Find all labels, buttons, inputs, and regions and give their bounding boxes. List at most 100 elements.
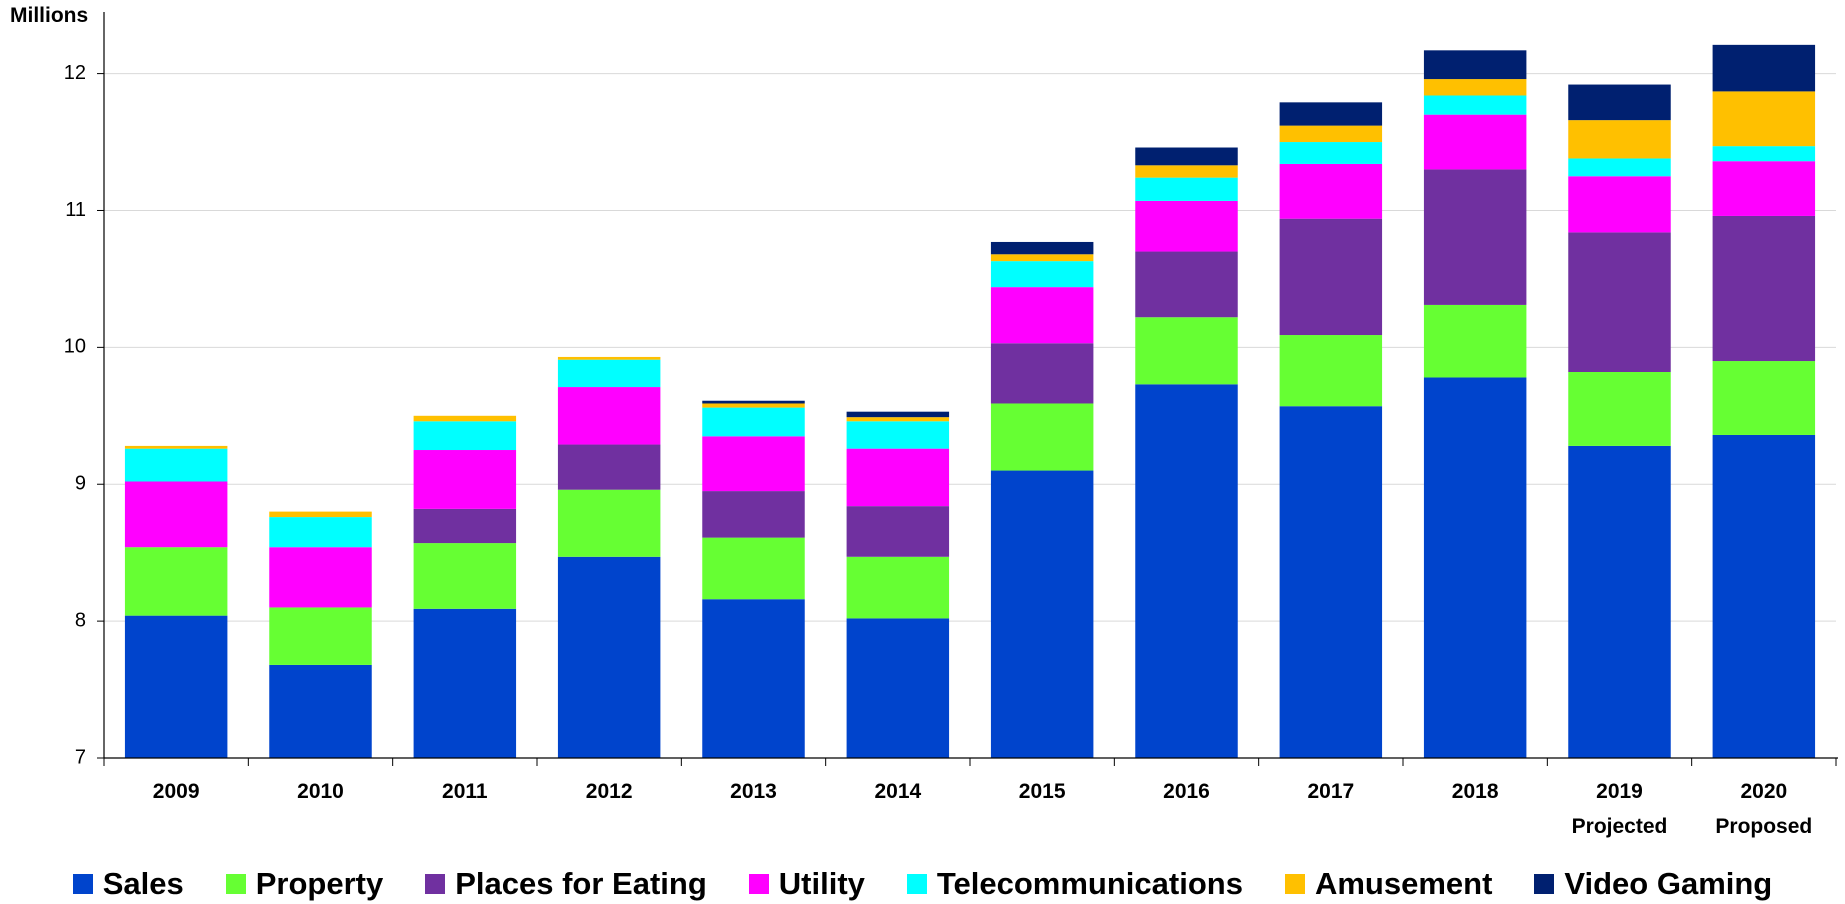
bar-segment — [1279, 406, 1383, 758]
bar-segment — [846, 618, 950, 758]
x-tick-label: 2010 — [297, 780, 344, 803]
bar-segment — [1135, 317, 1238, 385]
bar-segment — [269, 607, 372, 665]
bar-segment — [269, 517, 372, 548]
bar-segment — [1568, 158, 1671, 177]
bar-segment — [413, 543, 517, 609]
bar-segment — [1423, 377, 1527, 758]
x-tick-label: 2012 — [585, 780, 633, 803]
bar-segment — [1135, 200, 1238, 252]
legend-item: Utility — [748, 866, 865, 902]
legend-swatch — [906, 874, 927, 894]
bar-segment — [1568, 84, 1671, 121]
bar-segment — [124, 615, 228, 758]
y-tick-label: 10 — [64, 336, 86, 358]
bar-segment — [1135, 177, 1238, 201]
bar-segment — [702, 407, 805, 437]
bar-segment — [1712, 44, 1816, 92]
bar-segment — [1279, 218, 1383, 336]
bar-segment — [1279, 142, 1383, 164]
bar-segment — [1135, 384, 1238, 758]
x-tick-label: 2017 — [1307, 780, 1355, 803]
legend-label: Places for Eating — [455, 866, 707, 901]
bar-segment — [1279, 335, 1383, 407]
bar-segment — [1279, 102, 1383, 126]
bar-segment — [413, 608, 517, 758]
x-tick-label: 2015 — [1018, 780, 1066, 803]
bar-segment — [990, 261, 1094, 288]
bar-segment — [1568, 176, 1671, 233]
bar-segment — [702, 400, 805, 404]
bar-segment — [413, 508, 517, 544]
x-tick-label: 2009 — [152, 780, 200, 803]
bar-segment — [1423, 304, 1527, 378]
legend-label: Amusement — [1314, 866, 1493, 901]
bar-segment — [702, 403, 805, 408]
bar-segment — [557, 359, 661, 388]
y-tick-label: 9 — [75, 473, 86, 495]
bar-segment — [1712, 146, 1816, 162]
legend-label: Video Gaming — [1564, 866, 1773, 901]
bar-segment — [1423, 79, 1527, 96]
x-tick-label: 2016 — [1163, 780, 1210, 803]
bar-segment — [124, 445, 228, 449]
bar-segment — [702, 537, 805, 600]
legend-swatch — [72, 874, 93, 894]
y-axis-label: Millions — [10, 4, 89, 27]
x-tick-label: 2018 — [1451, 780, 1499, 803]
y-tick-label: 12 — [64, 62, 86, 84]
bar-segment — [846, 421, 950, 449]
bar-segment — [124, 481, 228, 548]
bar-segment — [702, 599, 805, 758]
bar-segment — [1279, 163, 1383, 219]
bar-segment — [269, 547, 372, 608]
x-tick-label: 2019 Projected — [1571, 780, 1668, 838]
bar-segment — [124, 448, 228, 482]
bar-segment — [1568, 120, 1671, 159]
legend-item: Amusement — [1284, 866, 1493, 902]
y-tick-label: 11 — [65, 199, 86, 221]
bar-segment — [990, 343, 1094, 404]
bar-segment — [1712, 361, 1816, 435]
legend-swatch — [748, 874, 769, 894]
legend-item: Video Gaming — [1534, 866, 1772, 902]
legend-swatch — [1284, 874, 1305, 894]
bar-segment — [413, 421, 517, 451]
bar-segment — [1568, 445, 1671, 758]
bar-segment — [846, 417, 950, 422]
bar-segment — [413, 415, 517, 422]
bar-segment — [269, 511, 372, 518]
legend-swatch — [425, 874, 446, 894]
bar-segment — [1423, 114, 1527, 170]
bar-segment — [1568, 232, 1671, 372]
bar-segment — [1712, 215, 1816, 362]
y-tick-label: 7 — [75, 746, 86, 768]
legend-label: Sales — [102, 866, 184, 901]
legend-label: Property — [255, 866, 384, 901]
legend-swatch — [225, 874, 246, 894]
bar-segment — [557, 489, 661, 557]
bar-segment — [413, 450, 517, 509]
bar-segment — [1712, 434, 1816, 758]
x-tick-label: 2013 — [730, 780, 777, 803]
legend-item: Property — [225, 866, 384, 902]
bar-segment — [1279, 125, 1383, 143]
y-tick-label: 8 — [75, 609, 86, 631]
x-tick-label: 2011 — [442, 780, 488, 803]
legend-item: Telecommunications — [906, 866, 1243, 902]
bar-segment — [846, 411, 950, 418]
bar-segment — [557, 444, 661, 490]
x-tick-label: 2020 Proposed — [1715, 780, 1813, 838]
legend-item: Sales — [72, 866, 184, 902]
bar-segment — [990, 470, 1094, 758]
bar-segment — [1135, 147, 1238, 166]
bar-segment — [1712, 161, 1816, 216]
bar-segment — [846, 448, 950, 507]
bar-segment — [702, 436, 805, 492]
bar-segment — [990, 403, 1094, 471]
bar-segment — [557, 556, 661, 758]
legend-label: Telecommunications — [936, 866, 1243, 901]
bar-segment — [124, 547, 228, 616]
bar-segment — [702, 491, 805, 538]
